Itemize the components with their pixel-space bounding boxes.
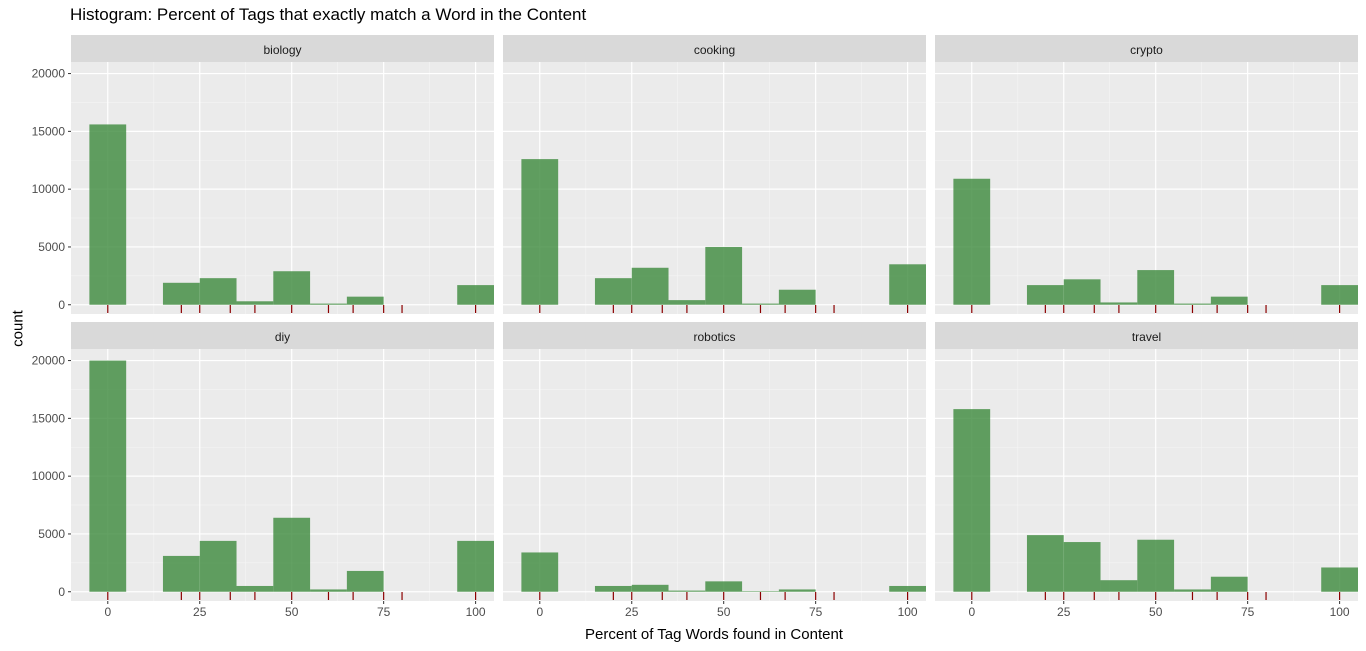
histogram-bar bbox=[1063, 542, 1101, 592]
histogram-bar bbox=[594, 585, 632, 592]
histogram-bar bbox=[199, 278, 237, 305]
histogram-bar bbox=[89, 360, 127, 592]
x-tick-label: 100 bbox=[1330, 605, 1350, 619]
x-tick-label: 75 bbox=[377, 605, 391, 619]
facet-strip-label: cooking bbox=[694, 43, 735, 57]
x-tick-label: 75 bbox=[1241, 605, 1255, 619]
histogram-bar bbox=[778, 289, 816, 305]
histogram-bar bbox=[457, 285, 494, 305]
histogram-bar bbox=[705, 246, 743, 305]
histogram-bar bbox=[889, 264, 926, 305]
y-tick-label: 20000 bbox=[32, 354, 66, 368]
histogram-bar bbox=[457, 540, 494, 592]
facet-strip-label: biology bbox=[263, 43, 301, 57]
histogram-bar bbox=[310, 303, 347, 305]
facet-strip bbox=[503, 35, 926, 62]
x-tick-label: 100 bbox=[466, 605, 486, 619]
x-tick-label: 50 bbox=[1149, 605, 1163, 619]
y-tick-label: 15000 bbox=[32, 411, 66, 425]
facet-strip bbox=[503, 322, 926, 349]
histogram-bar bbox=[705, 581, 743, 592]
facet-panel-cooking: cooking bbox=[503, 35, 926, 314]
chart-title: Histogram: Percent of Tags that exactly … bbox=[70, 5, 587, 24]
facet-strip bbox=[935, 35, 1358, 62]
facet-strip-label: robotics bbox=[693, 330, 735, 344]
x-tick-label: 50 bbox=[717, 605, 731, 619]
histogram-bar bbox=[1210, 296, 1248, 305]
plot-background bbox=[503, 349, 926, 601]
histogram-bar bbox=[310, 589, 347, 592]
histogram-bar bbox=[1063, 279, 1101, 305]
histogram-bar bbox=[668, 590, 706, 592]
histogram-bar bbox=[742, 303, 779, 305]
histogram-bar bbox=[1137, 270, 1175, 305]
histogram-bar bbox=[273, 517, 311, 592]
histogram-bar bbox=[668, 300, 706, 305]
histogram-bar bbox=[1100, 302, 1138, 305]
histogram-bar bbox=[1026, 535, 1064, 592]
facet-strip bbox=[71, 35, 494, 62]
x-tick-label: 0 bbox=[104, 605, 111, 619]
histogram-bar bbox=[1026, 285, 1064, 305]
histogram-bar bbox=[1210, 576, 1248, 592]
histogram-bar bbox=[594, 278, 632, 305]
facet-strip bbox=[935, 322, 1358, 349]
histogram-bar bbox=[521, 159, 559, 305]
facet-strip bbox=[71, 322, 494, 349]
y-tick-label: 10000 bbox=[32, 469, 66, 483]
histogram-bar bbox=[1174, 303, 1211, 305]
histogram-bar bbox=[1137, 539, 1175, 592]
histogram-bar bbox=[236, 585, 274, 592]
histogram-bar bbox=[778, 589, 816, 592]
y-tick-label: 0 bbox=[58, 585, 65, 599]
facet-strip-label: diy bbox=[275, 330, 290, 344]
histogram-bar bbox=[1321, 567, 1358, 592]
facet-strip-label: travel bbox=[1132, 330, 1161, 344]
x-tick-label: 0 bbox=[968, 605, 975, 619]
histogram-bar bbox=[521, 552, 559, 592]
x-tick-label: 25 bbox=[193, 605, 207, 619]
histogram-bar bbox=[273, 271, 311, 305]
x-tick-label: 0 bbox=[536, 605, 543, 619]
facet-panel-crypto: crypto bbox=[935, 35, 1358, 314]
histogram-bar bbox=[1321, 285, 1358, 305]
y-tick-label: 20000 bbox=[32, 67, 66, 81]
histogram-bar bbox=[162, 282, 200, 305]
y-tick-label: 5000 bbox=[38, 240, 65, 254]
histogram-bar bbox=[889, 585, 926, 592]
facet-panel-diy: diy 0 5000 10000 15000 20000 0 25 50 75 100 bbox=[32, 322, 494, 619]
histogram-bar bbox=[236, 301, 274, 305]
histogram-bar bbox=[953, 409, 991, 592]
x-axis-label: Percent of Tag Words found in Content bbox=[585, 626, 843, 643]
y-tick-label: 10000 bbox=[32, 182, 66, 196]
y-tick-label: 5000 bbox=[38, 527, 65, 541]
x-tick-label: 75 bbox=[809, 605, 823, 619]
histogram-bar bbox=[89, 124, 127, 305]
histogram-bar bbox=[346, 296, 384, 305]
x-tick-label: 50 bbox=[285, 605, 299, 619]
x-tick-label: 100 bbox=[898, 605, 918, 619]
histogram-bar bbox=[953, 178, 991, 305]
y-axis-label: count bbox=[9, 310, 27, 347]
x-tick-label: 25 bbox=[625, 605, 639, 619]
y-tick-label: 0 bbox=[58, 298, 65, 312]
facet-panel-biology: biology 0 5000 10000 15000 20000 bbox=[32, 35, 494, 314]
histogram-bar bbox=[1174, 589, 1211, 592]
histogram-bar bbox=[346, 570, 384, 592]
histogram-bar bbox=[631, 267, 669, 305]
facet-strip-label: crypto bbox=[1130, 43, 1163, 57]
histogram-bar bbox=[631, 584, 669, 592]
histogram-bar bbox=[742, 591, 779, 592]
facet-panel-robotics: robotics 0 25 50 75 100 bbox=[503, 322, 926, 619]
histogram-bar bbox=[1100, 580, 1138, 592]
histogram-bar bbox=[199, 540, 237, 592]
x-tick-label: 25 bbox=[1057, 605, 1071, 619]
facet-panel-travel: travel 0 25 50 75 100 bbox=[935, 322, 1358, 619]
histogram-bar bbox=[162, 555, 200, 592]
y-tick-label: 15000 bbox=[32, 124, 66, 138]
